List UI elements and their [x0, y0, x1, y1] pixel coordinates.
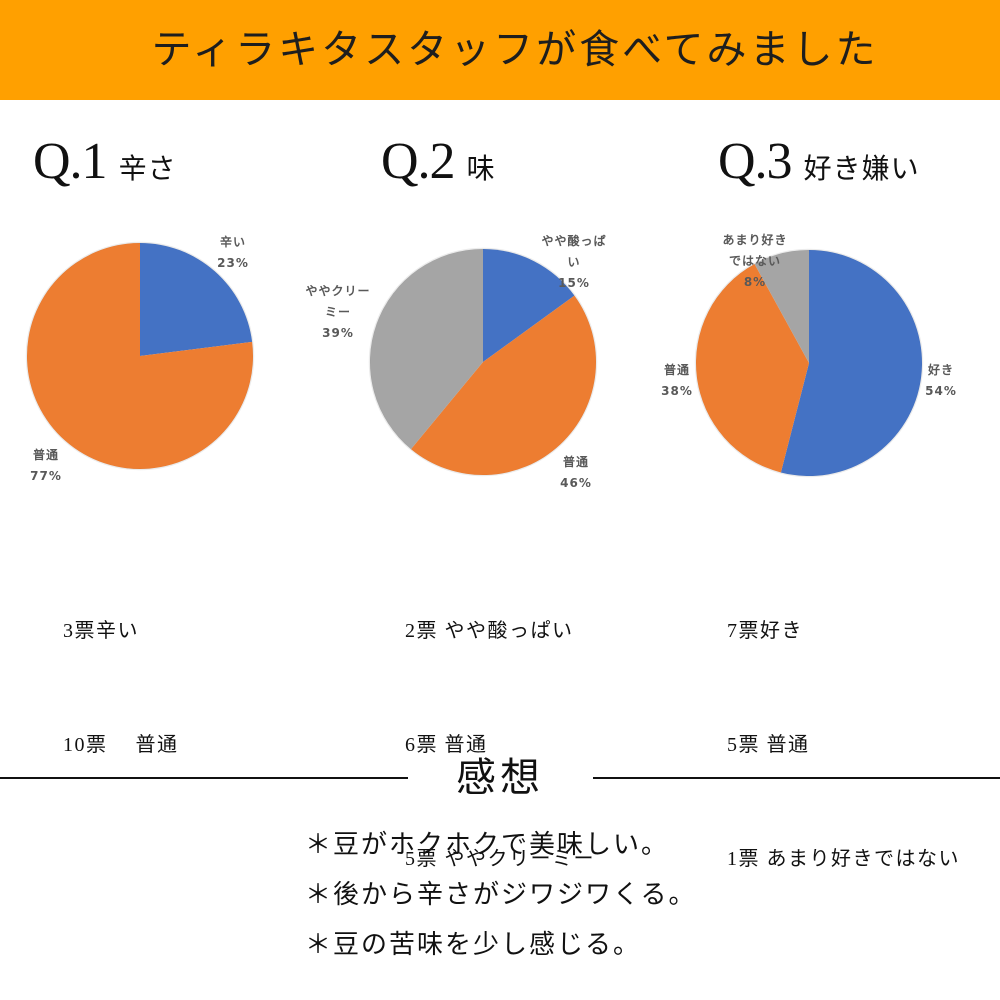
question-2-title: Q.2 味 [381, 130, 496, 194]
vote-count: 5票 普通 [727, 734, 810, 756]
q3-pie-outline [694, 248, 924, 478]
q2-vote-list: 2票 やや酸っぱい 6票 普通 5票 ややクリーミー [405, 536, 595, 916]
q1-slice-label-1: 辛い 23% [199, 232, 267, 274]
comment-item: ＊後から辛さがジワジワくる。 [305, 880, 697, 909]
divider-left [0, 777, 408, 779]
q1-pie-outline [25, 241, 255, 471]
slice-label-text: やや酸っぱい [541, 234, 607, 269]
slice-label-text: 辛い [219, 235, 246, 249]
q2-pie-outline [368, 247, 598, 477]
slice-percent: 15% [558, 276, 590, 290]
vote-count: 5票 ややクリーミー [405, 848, 595, 870]
vote-count: 3票辛い [63, 620, 139, 642]
slice-percent: 8% [743, 275, 767, 289]
question-number: Q.2 [381, 133, 456, 190]
vote-count: 1票 あまり好きではない [727, 848, 960, 870]
q3-slice-label-2: 普通 38% [643, 360, 711, 402]
page-title: ティラキタスタッフが食べてみました [151, 27, 879, 73]
comment-item: ＊豆の苦味を少し感じる。 [305, 930, 642, 959]
vote-count: 2票 やや酸っぱい [405, 620, 574, 642]
q3-slice-label-3: あまり好きではない 8% [721, 230, 789, 293]
vote-count: 10票 普通 [63, 734, 179, 756]
q2-slice-label-1: やや酸っぱい 15% [540, 231, 608, 294]
q1-vote-list: 3票辛い 10票 普通 [63, 536, 179, 802]
slice-label-text: 普通 [663, 363, 690, 377]
impressions-heading: 感想 [456, 755, 544, 800]
question-number: Q.3 [718, 133, 793, 190]
slice-percent: 77% [30, 469, 62, 483]
impressions-comment-list: ＊豆がホクホクで美味しい。 ＊後から辛さがジワジワくる。 ＊豆の苦味を少し感じる… [305, 820, 696, 970]
vote-count: 7票好き [727, 620, 803, 642]
question-topic: 辛さ [118, 154, 177, 185]
q3-pie-slice-1 [780, 250, 923, 476]
q2-slice-label-2: 普通 46% [542, 452, 610, 494]
comment-item: ＊豆がホクホクで美味しい。 [305, 830, 670, 859]
slice-percent: 39% [322, 326, 354, 340]
header-banner: ティラキタスタッフが食べてみました [0, 0, 1000, 100]
q1-pie-chart [25, 241, 255, 471]
q2-pie-slice-1 [483, 249, 575, 362]
slice-percent: 46% [560, 476, 592, 490]
question-number: Q.1 [33, 133, 108, 190]
slice-label-text: 普通 [562, 455, 589, 469]
q3-pie-slice-3 [754, 250, 809, 363]
question-3-title: Q.3 好き嫌い [718, 130, 920, 194]
q1-slice-label-2: 普通 77% [12, 445, 80, 487]
slice-label-text: 好き [927, 363, 954, 377]
q1-pie-slice-1 [140, 243, 253, 356]
slice-label-text: 普通 [32, 448, 59, 462]
slice-percent: 38% [661, 384, 693, 398]
slice-label-text: ややクリーミー [305, 284, 371, 319]
q2-pie-chart [368, 247, 598, 477]
q2-slice-label-3: ややクリーミー 39% [304, 281, 372, 344]
q3-vote-list: 7票好き 5票 普通 1票 あまり好きではない [727, 536, 960, 916]
q2-pie-slice-3 [369, 249, 483, 450]
question-topic: 好き嫌い [803, 154, 920, 185]
question-1-title: Q.1 辛さ [33, 130, 177, 194]
slice-label-text: あまり好きではない [722, 233, 788, 268]
q1-pie-slice-2 [27, 243, 254, 469]
divider-right [593, 777, 1000, 779]
vote-count: 6票 普通 [405, 734, 488, 756]
q3-slice-label-1: 好き 54% [907, 360, 975, 402]
slice-percent: 23% [217, 256, 249, 270]
q3-pie-slice-2 [696, 263, 809, 473]
slice-percent: 54% [925, 384, 957, 398]
q3-pie-chart [694, 248, 924, 478]
question-topic: 味 [466, 154, 496, 185]
q2-pie-slice-2 [410, 295, 597, 476]
